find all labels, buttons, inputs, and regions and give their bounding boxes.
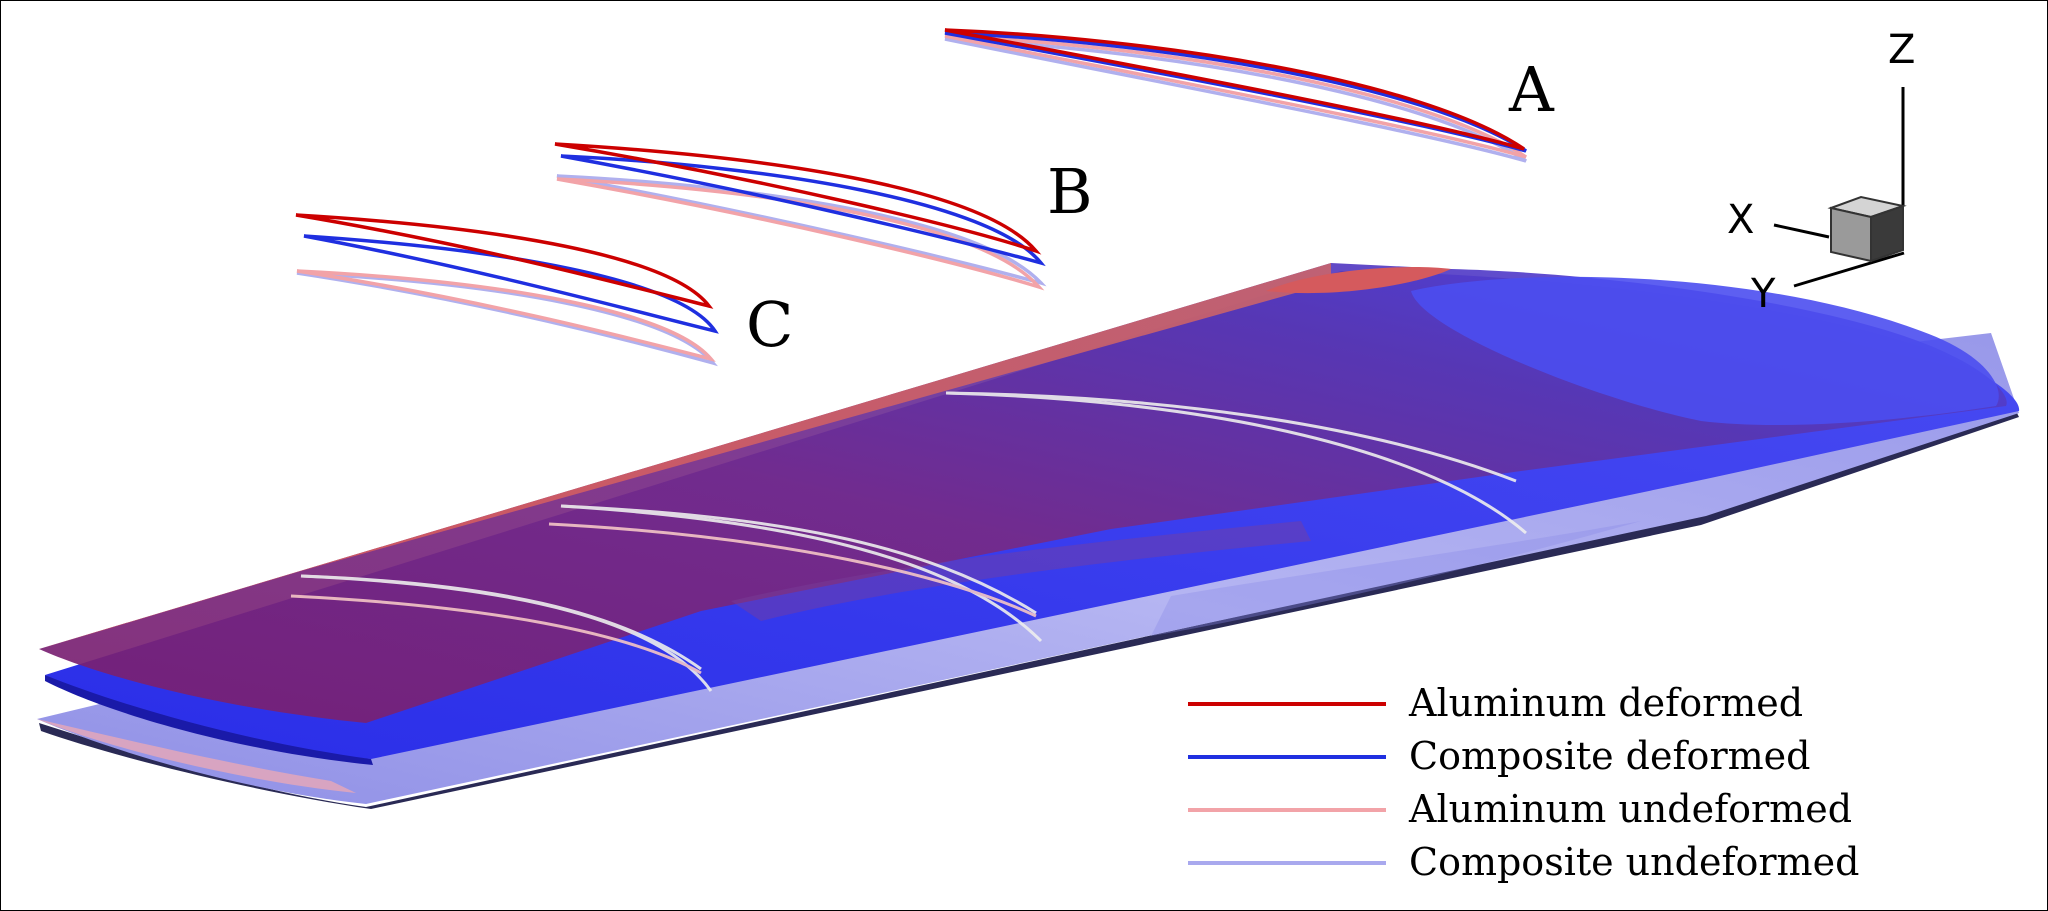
section-label-c: C	[746, 288, 793, 361]
wing-slice-lines	[290, 391, 1527, 692]
wing-aluminum-deformed	[39, 263, 2007, 723]
legend-item-aluminum-deformed: Aluminum deformed	[1188, 681, 1803, 725]
axis-triad: Z X Y	[1727, 27, 1915, 317]
airfoil-section-c	[295, 213, 719, 367]
axis-cube	[1827, 195, 1907, 263]
section-label-b: B	[1047, 155, 1093, 228]
axis-label-z: Z	[1888, 27, 1915, 73]
airfoil-section-a	[944, 28, 1527, 163]
axis-label-y: Y	[1750, 271, 1776, 317]
legend: Aluminum deformed Composite deformed Alu…	[1188, 681, 1859, 884]
legend-item-composite-deformed: Composite deformed	[1188, 734, 1810, 778]
legend-label: Composite deformed	[1409, 734, 1810, 778]
legend-label: Composite undeformed	[1409, 840, 1859, 884]
legend-label: Aluminum undeformed	[1408, 787, 1852, 831]
legend-item-composite-undeformed: Composite undeformed	[1188, 840, 1859, 884]
legend-label: Aluminum deformed	[1408, 681, 1803, 725]
legend-item-aluminum-undeformed: Aluminum undeformed	[1188, 787, 1852, 831]
axis-label-x: X	[1727, 197, 1754, 243]
airfoil-section-b	[554, 142, 1047, 291]
section-label-a: A	[1508, 53, 1555, 126]
